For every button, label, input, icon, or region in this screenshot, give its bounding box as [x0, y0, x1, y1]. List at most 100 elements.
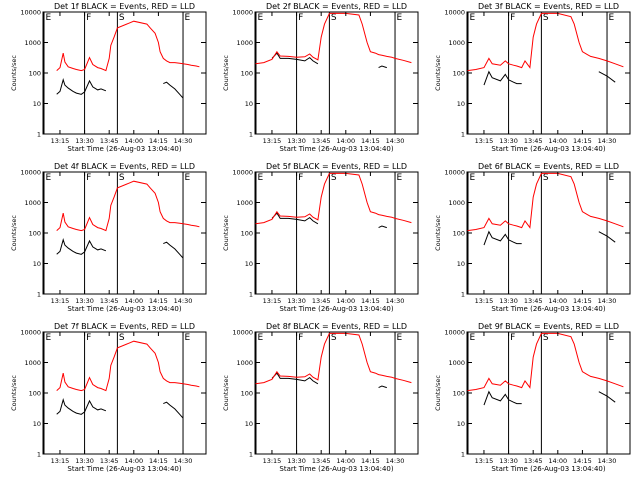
y-axis-label: Counts/sec	[10, 215, 18, 251]
x-tick-label: 14:00	[548, 297, 567, 305]
y-tick-label: 10	[33, 100, 41, 108]
plot-frame	[466, 331, 631, 455]
panel-title: Det 7f BLACK = Events, RED = LLD	[54, 322, 195, 331]
x-tick-label: 14:30	[386, 297, 405, 305]
x-tick-label: 13:30	[75, 137, 94, 145]
y-tick-label: 1	[461, 291, 465, 299]
y-tick-label: 1	[249, 451, 253, 459]
y-tick-label: 10000	[232, 329, 253, 337]
panel-title: Det 4f BLACK = Events, RED = LLD	[54, 162, 195, 171]
y-axis-label: Counts/sec	[434, 215, 442, 251]
x-tick-label: 13:45	[100, 457, 119, 465]
x-tick-label: 13:30	[499, 297, 518, 305]
series-line-events	[483, 70, 616, 86]
marker-label: F	[510, 173, 515, 183]
x-axis-label: Start Time (26-Aug-03 13:04:40)	[491, 305, 605, 313]
panel-title: Det 1f BLACK = Events, RED = LLD	[54, 2, 195, 11]
x-tick-label: 14:30	[598, 457, 617, 465]
y-tick-label: 1000	[24, 359, 41, 367]
plot-frame	[254, 331, 419, 455]
panel-title: Det 2f BLACK = Events, RED = LLD	[266, 2, 407, 11]
marker-label: E	[470, 173, 476, 183]
x-tick-label: 13:30	[499, 457, 518, 465]
y-tick-label: 1	[37, 451, 41, 459]
marker-label: F	[86, 173, 91, 183]
panel-title: Det 5f BLACK = Events, RED = LLD	[266, 162, 407, 171]
y-tick-label: 10000	[444, 169, 465, 177]
marker-label: F	[298, 13, 303, 23]
panel-title: Det 8f BLACK = Events, RED = LLD	[266, 322, 407, 331]
y-tick-label: 1000	[236, 199, 253, 207]
x-tick-label: 14:15	[149, 457, 168, 465]
x-tick-label: 14:15	[361, 137, 380, 145]
x-tick-label: 13:15	[475, 297, 494, 305]
x-axis-label: Start Time (26-Aug-03 13:04:40)	[279, 145, 393, 153]
x-tick-label: 13:45	[524, 137, 543, 145]
y-tick-label: 1	[461, 131, 465, 139]
marker-label: E	[46, 13, 52, 23]
marker-label: E	[397, 333, 403, 343]
x-axis-label: Start Time (26-Aug-03 13:04:40)	[67, 145, 181, 153]
marker-label: E	[46, 333, 52, 343]
panel-title: Det 6f BLACK = Events, RED = LLD	[478, 162, 619, 171]
x-tick-label: 14:00	[124, 297, 143, 305]
x-tick-label: 13:45	[100, 137, 119, 145]
x-tick-label: 14:15	[149, 137, 168, 145]
marker-label: F	[510, 13, 515, 23]
x-tick-label: 14:00	[336, 137, 355, 145]
marker-label: E	[46, 173, 52, 183]
y-axis-label: Counts/sec	[10, 55, 18, 91]
series-line-events	[271, 52, 387, 69]
plot-frame	[42, 171, 207, 295]
y-tick-label: 10	[33, 260, 41, 268]
y-tick-label: 100	[241, 390, 253, 398]
x-tick-label: 13:30	[287, 297, 306, 305]
x-tick-label: 13:15	[263, 457, 282, 465]
plot-frame	[42, 11, 207, 135]
marker-label: E	[609, 333, 615, 343]
marker-label: E	[258, 13, 264, 23]
y-tick-label: 1000	[448, 199, 465, 207]
x-tick-label: 14:00	[336, 457, 355, 465]
series-line-events	[56, 238, 184, 259]
y-tick-label: 100	[241, 230, 253, 238]
y-tick-label: 10	[245, 100, 253, 108]
y-tick-label: 1000	[236, 359, 253, 367]
series-line-lld	[467, 332, 624, 392]
y-tick-label: 1000	[24, 199, 41, 207]
x-tick-label: 13:15	[263, 297, 282, 305]
y-tick-label: 1000	[24, 39, 41, 47]
x-tick-label: 13:30	[499, 137, 518, 145]
series-line-lld	[56, 20, 200, 72]
x-tick-label: 13:45	[312, 297, 331, 305]
marker-label: F	[86, 333, 91, 343]
x-tick-label: 13:15	[51, 137, 70, 145]
y-tick-label: 100	[453, 230, 465, 238]
marker-label: E	[609, 13, 615, 23]
y-tick-label: 10000	[20, 329, 41, 337]
series-line-lld	[255, 12, 412, 65]
x-tick-label: 13:15	[263, 137, 282, 145]
x-tick-label: 14:15	[361, 457, 380, 465]
x-tick-label: 14:00	[336, 297, 355, 305]
y-axis-label: Counts/sec	[222, 55, 230, 91]
y-tick-label: 1	[37, 131, 41, 139]
y-tick-label: 1000	[448, 359, 465, 367]
x-axis-label: Start Time (26-Aug-03 13:04:40)	[67, 305, 181, 313]
series-line-lld	[56, 340, 200, 392]
x-tick-label: 13:45	[100, 297, 119, 305]
marker-label: F	[86, 13, 91, 23]
panel-title: Det 9f BLACK = Events, RED = LLD	[478, 322, 619, 331]
marker-label: E	[258, 173, 264, 183]
x-tick-label: 13:15	[475, 137, 494, 145]
x-tick-label: 13:15	[475, 457, 494, 465]
